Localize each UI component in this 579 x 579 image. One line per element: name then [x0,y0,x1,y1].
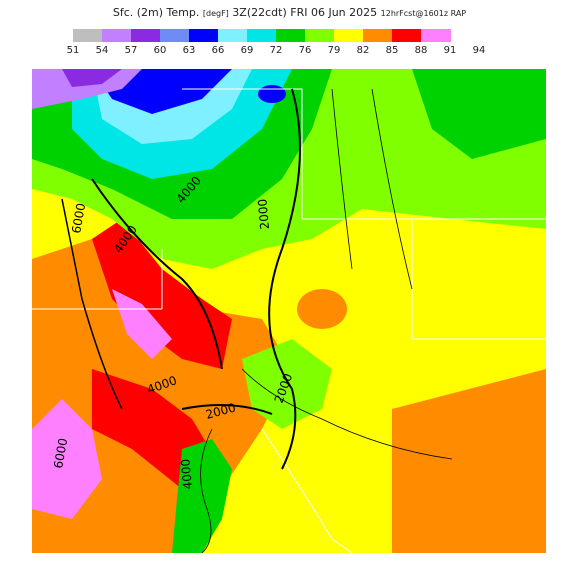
legend-tick-label: 63 [182,45,196,56]
contour-label: 6000 [51,437,70,470]
legend-swatch [305,29,335,42]
title-field: Sfc. (2m) Temp. [112,6,200,19]
legend-swatch [392,29,422,42]
region-72-south [172,439,232,553]
legend-tick-label: 66 [211,45,225,56]
contour-label: 2000 [255,198,272,230]
title-valid-time: 3Z(22cdt) FRI 06 Jun 2025 [232,6,378,19]
contour-label: 6000 [69,202,88,235]
contour-thin-4 [200,428,213,554]
legend-tick-label: 69 [240,45,254,56]
legend-swatch [363,29,393,42]
region-88-southwest [32,399,102,519]
legend-swatch [276,29,306,42]
title-forecast: 12hrFcst@1601z RAP [380,9,467,18]
contour-thin-3 [241,368,453,460]
region-82-patch-2 [297,289,347,329]
contour-thin-2 [371,88,413,290]
legend-tick-label: 51 [66,45,80,56]
state-borders [32,88,546,340]
contour-6000 [61,198,123,410]
region-63-spot [258,85,286,103]
legend-tick-label: 88 [414,45,428,56]
legend-swatch [131,29,161,42]
legend-tick-label: 82 [356,45,370,56]
legend-swatch [160,29,190,42]
legend-swatch [218,29,248,42]
contour-label: 4000 [178,458,195,490]
legend-tick-label: 79 [327,45,341,56]
legend-tick-label: 57 [124,45,138,56]
legend-tick-label: 85 [385,45,399,56]
legend-tick-label: 94 [472,45,486,56]
legend-swatch [421,29,451,42]
region-54-northwest [32,69,142,109]
contour-4000 [91,178,223,370]
legend-swatch [247,29,277,42]
temperature-map: 6000 4000 4000 2000 2000 4000 2000 4000 6000 [32,69,546,554]
region-76-central [242,339,332,429]
contour-thin [331,88,353,270]
legend-tick-label: 72 [269,45,283,56]
title-units: [degF] [202,9,229,18]
contour-2000 [268,88,301,470]
legend-swatch [102,29,132,42]
region-82-patch [412,399,492,459]
legend-tick-label: 60 [153,45,167,56]
legend-swatch [189,29,219,42]
legend-tick-label: 76 [298,45,312,56]
legend-swatch [334,29,364,42]
region-72-northeast [412,69,546,159]
region-57-northwest [62,69,122,87]
contour-2000-south [181,404,273,415]
legend-tick-label: 91 [443,45,457,56]
legend-swatch [73,29,103,42]
border-river [261,428,353,554]
chart-title: Sfc. (2m) Temp. [degF] 3Z(22cdt) FRI 06 … [0,6,579,19]
region-88-west [112,289,172,359]
legend-tick-label: 54 [95,45,109,56]
